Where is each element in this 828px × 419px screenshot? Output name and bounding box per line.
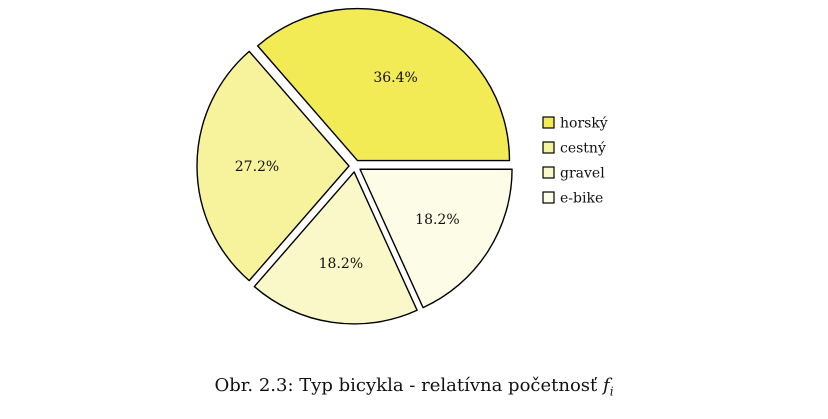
figure-caption: Obr. 2.3: Typ bicykla - relatívna početn… [0, 375, 828, 399]
pie-slice-horsky [256, 7, 511, 162]
legend-swatch [542, 141, 555, 154]
slice-label-e-bike: 18.2% [415, 212, 459, 228]
slice-label-horsky: 36.4% [373, 70, 417, 86]
pie-slices: 36.4% 27.2% 18.2% 18.2% [196, 7, 513, 325]
legend: horský cestný gravel e-bike [542, 115, 608, 207]
pie-chart: 36.4% 27.2% 18.2% 18.2% horský cestný gravel e… [196, 7, 608, 325]
slice-label-gravel: 18.2% [319, 256, 363, 272]
legend-label: cestný [560, 140, 606, 157]
legend-swatch [542, 191, 555, 204]
caption-variable: fi [603, 375, 614, 399]
legend-label: horský [560, 115, 608, 132]
pie-slice-e-bike [359, 168, 513, 309]
legend-item-gravel: gravel [542, 166, 605, 182]
pie-slice-cestny [196, 50, 350, 282]
slice-label-cestny: 27.2% [235, 159, 279, 175]
caption-text: Obr. 2.3: Typ bicykla - relatívna početn… [214, 375, 598, 396]
legend-label: e-bike [560, 191, 603, 207]
pie-slice-gravel [253, 171, 418, 325]
legend-item-cestny: cestný [542, 140, 606, 157]
legend-label: gravel [560, 166, 605, 182]
legend-item-e-bike: e-bike [542, 191, 603, 207]
legend-item-horsky: horský [542, 115, 608, 132]
legend-swatch [542, 166, 555, 179]
legend-swatch [542, 116, 555, 129]
